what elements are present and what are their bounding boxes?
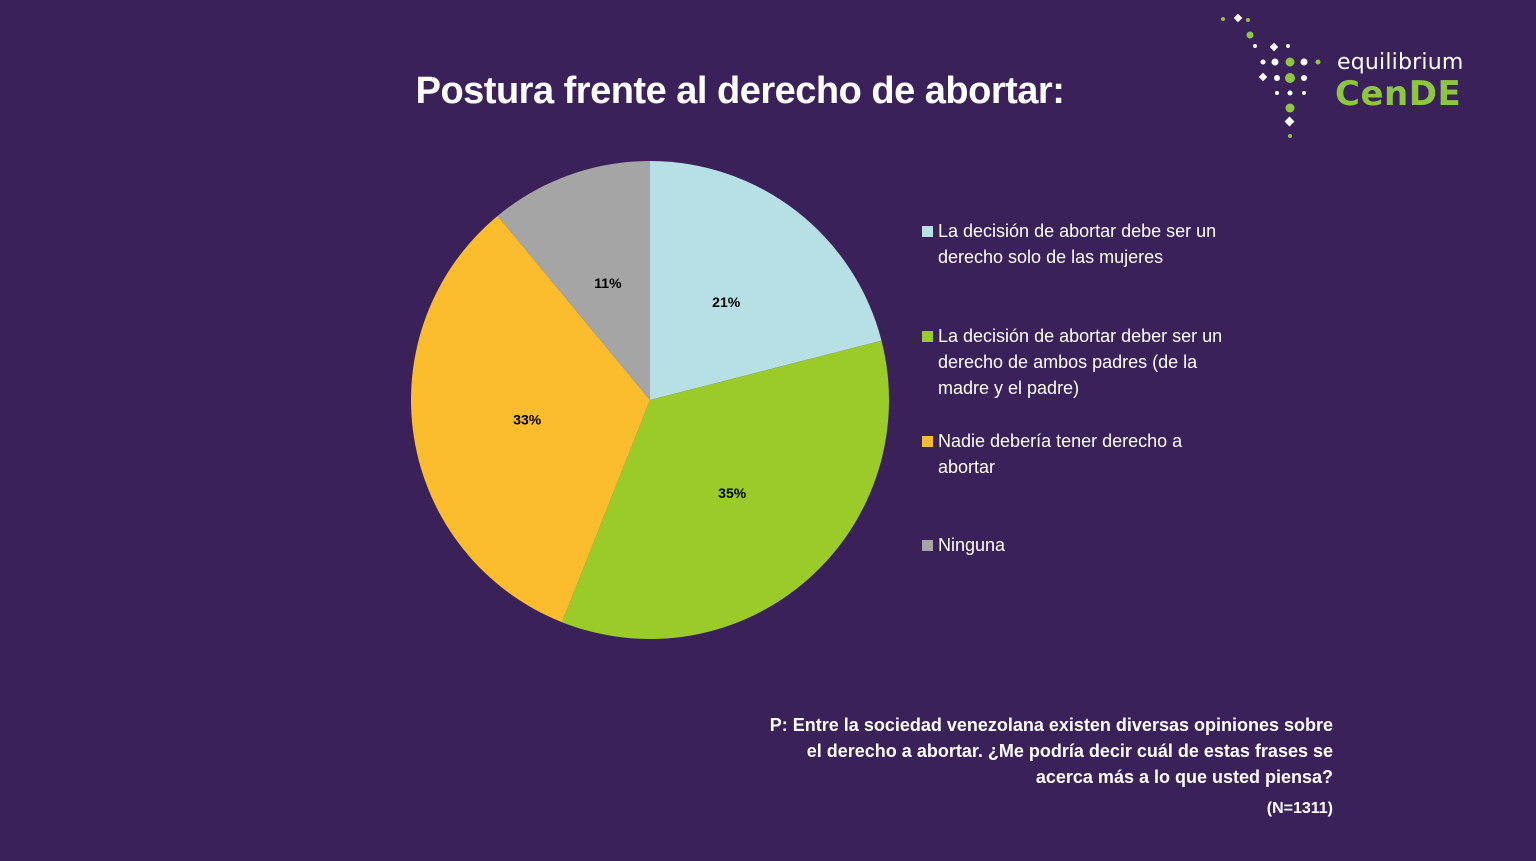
data-label-ambos-padres: 35% bbox=[718, 485, 747, 501]
data-label-nadie: 33% bbox=[513, 411, 542, 427]
legend-swatch bbox=[922, 331, 933, 342]
pie-slice-ninguna bbox=[497, 161, 650, 400]
legend-swatch bbox=[922, 436, 933, 447]
pie-slice-ambos-padres bbox=[562, 340, 889, 639]
legend-label: Ninguna bbox=[938, 535, 1006, 555]
pie-slice-solo-mujeres bbox=[650, 161, 882, 400]
logo-text-cende: CenDE bbox=[1335, 74, 1462, 114]
sample-size-note: (N=1311) bbox=[1266, 800, 1333, 817]
legend-item-ninguna: Ninguna bbox=[920, 532, 1240, 558]
legend-label: La decisión de abortar deber ser un dere… bbox=[938, 326, 1223, 398]
legend-item-nadie: Nadie debería tener derecho a abortar bbox=[920, 428, 1240, 480]
chart-title: Postura frente al derecho de abortar: bbox=[415, 70, 1065, 112]
legend-label: La decisión de abortar debe ser un derec… bbox=[938, 221, 1217, 267]
legend-swatch bbox=[922, 540, 933, 551]
pie-slice-nadie bbox=[411, 215, 650, 623]
survey-question: P: Entre la sociedad venezolana existen … bbox=[769, 715, 1333, 787]
legend-item-ambos-padres: La decisión de abortar deber ser un dere… bbox=[920, 323, 1240, 401]
legend-label: Nadie debería tener derecho a abortar bbox=[938, 431, 1183, 477]
data-label-solo-mujeres: 21% bbox=[712, 294, 741, 310]
data-label-ninguna: 11% bbox=[594, 275, 622, 291]
legend-item-solo-mujeres: La decisión de abortar debe ser un derec… bbox=[920, 218, 1240, 270]
equilibrium-cende-logo: equilibrium CenDE bbox=[1215, 12, 1475, 147]
logo-text-equilibrium: equilibrium bbox=[1337, 50, 1464, 75]
legend-swatch bbox=[922, 226, 933, 237]
dots-logo-icon bbox=[1221, 13, 1321, 138]
